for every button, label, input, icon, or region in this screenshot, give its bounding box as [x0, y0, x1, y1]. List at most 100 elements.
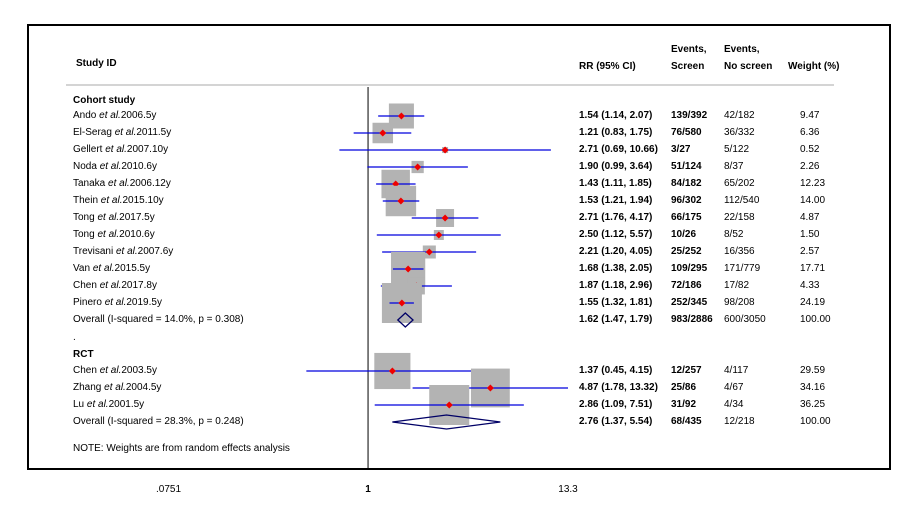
study-events-screen: 3/27	[671, 144, 691, 155]
study-label: Gellert et al.2007.10y	[73, 144, 168, 156]
overall-weight: 100.00	[800, 416, 831, 427]
study-etal: et al.	[104, 382, 126, 393]
overall-events-screen: 68/435	[671, 416, 702, 427]
study-label: Tanaka et al.2006.12y	[73, 178, 171, 190]
study-weight: 0.52	[800, 144, 820, 155]
study-rr-ci: 4.87 (1.78, 13.32)	[579, 382, 658, 393]
study-label: Chen et al.2003.5y	[73, 365, 157, 377]
study-rr-ci: 1.21 (0.83, 1.75)	[579, 127, 653, 138]
study-label: Zhang et al.2004.5y	[73, 382, 161, 394]
study-events-noscreen: 171/779	[724, 263, 761, 274]
study-weight: 6.36	[800, 127, 820, 138]
study-etal: et al.	[99, 365, 122, 376]
study-author: Chen	[73, 365, 100, 376]
study-events-screen: 84/182	[671, 178, 702, 189]
x-tick-label: 13.3	[558, 484, 578, 495]
overall-diamond	[396, 312, 414, 328]
study-etal: et al.	[97, 229, 120, 240]
study-events-screen: 12/257	[671, 365, 702, 376]
header-rr: RR (95% CI)	[579, 61, 636, 72]
study-weight: 36.25	[800, 399, 826, 410]
study-point-estimate	[397, 112, 405, 120]
study-events-noscreen: 16/356	[724, 246, 755, 257]
study-events-screen: 66/175	[671, 212, 702, 223]
study-etal: et al.	[108, 178, 130, 189]
study-year: 2006.12y	[129, 178, 171, 189]
study-author: Pinero	[73, 297, 105, 308]
study-rr-ci: 2.21 (1.20, 4.05)	[579, 246, 653, 257]
study-etal: et al.	[92, 263, 115, 274]
study-etal: et al.	[104, 297, 127, 308]
study-etal: et al.	[100, 195, 123, 206]
study-author: Gellert	[73, 144, 106, 155]
study-point-estimate	[441, 214, 449, 222]
study-rr-ci: 2.71 (0.69, 10.66)	[579, 144, 658, 155]
header-events-screen-line2: Screen	[671, 61, 705, 72]
study-weight: 34.16	[800, 382, 826, 393]
study-etal: et al.	[105, 144, 127, 155]
study-label: Lu et al.2001.5y	[73, 399, 144, 411]
group-label-cohort: Cohort study	[73, 95, 136, 106]
study-events-noscreen: 4/67	[724, 382, 744, 393]
study-point-estimate	[397, 197, 405, 205]
study-author: Ando	[73, 110, 100, 121]
study-label: Chen et al.2017.8y	[73, 280, 157, 292]
study-label: El-Serag et al.2011.5y	[73, 127, 171, 139]
study-rr-ci: 1.55 (1.32, 1.81)	[579, 297, 653, 308]
study-rr-ci: 1.87 (1.18, 2.96)	[579, 280, 653, 291]
overall-events-screen: 983/2886	[671, 314, 713, 325]
study-year: 2010.6y	[121, 161, 157, 172]
study-weight: 17.71	[800, 263, 826, 274]
study-events-noscreen: 17/82	[724, 280, 750, 291]
study-rr-ci: 1.68 (1.38, 2.05)	[579, 263, 653, 274]
study-etal: et al.	[86, 399, 109, 410]
study-events-noscreen: 36/332	[724, 127, 755, 138]
study-weight: 4.87	[800, 212, 820, 223]
study-year: 2019.5y	[126, 297, 162, 308]
study-rr-ci: 1.37 (0.45, 4.15)	[579, 365, 653, 376]
overall-diamond	[392, 414, 501, 430]
study-rr-ci: 2.50 (1.12, 5.57)	[579, 229, 653, 240]
study-weight: 12.23	[800, 178, 826, 189]
study-etal: et al.	[99, 280, 122, 291]
overall-label: Overall (I-squared = 28.3%, p = 0.248)	[73, 416, 244, 427]
study-events-noscreen: 5/122	[724, 144, 750, 155]
study-year: 2007.6y	[137, 246, 174, 257]
overall-rr-ci: 1.62 (1.47, 1.79)	[579, 314, 653, 325]
study-author: Noda	[73, 161, 100, 172]
study-rr-ci: 2.71 (1.76, 4.17)	[579, 212, 653, 223]
study-weight: 2.57	[800, 246, 820, 257]
study-weight: 1.50	[800, 229, 820, 240]
study-events-noscreen: 4/34	[724, 399, 744, 410]
study-year: 2015.5y	[114, 263, 151, 274]
study-events-noscreen: 8/52	[724, 229, 744, 240]
study-author: Van	[73, 263, 93, 274]
study-label: Ando et al.2006.5y	[73, 110, 156, 122]
study-weight: 14.00	[800, 195, 826, 206]
study-etal: et al.	[99, 110, 121, 121]
study-year: 2003.5y	[121, 365, 157, 376]
study-weight: 4.33	[800, 280, 820, 291]
study-author: Zhang	[73, 382, 105, 393]
study-year: 2017.8y	[121, 280, 157, 291]
study-year: 2007.10y	[126, 144, 169, 155]
study-label: Thein et al.2015.10y	[73, 195, 164, 207]
study-weight: 2.26	[800, 161, 820, 172]
study-events-noscreen: 42/182	[724, 110, 755, 121]
study-point-estimate	[379, 129, 387, 137]
x-tick-label: 1	[365, 484, 371, 495]
study-author: Tong	[73, 229, 98, 240]
study-point-estimate	[388, 367, 396, 375]
header-study-id: Study ID	[76, 58, 117, 69]
study-author: Lu	[73, 399, 87, 410]
study-point-estimate	[392, 180, 400, 188]
study-etal: et al.	[114, 127, 137, 138]
study-events-screen: 252/345	[671, 297, 708, 308]
study-year: 2017.5y	[119, 212, 155, 223]
study-weight: 9.47	[800, 110, 820, 121]
study-point-estimate	[414, 163, 422, 171]
study-point-estimate	[441, 146, 449, 154]
study-events-screen: 96/302	[671, 195, 702, 206]
study-year: 2010.6y	[119, 229, 155, 240]
header-weight: Weight (%)	[788, 61, 840, 72]
